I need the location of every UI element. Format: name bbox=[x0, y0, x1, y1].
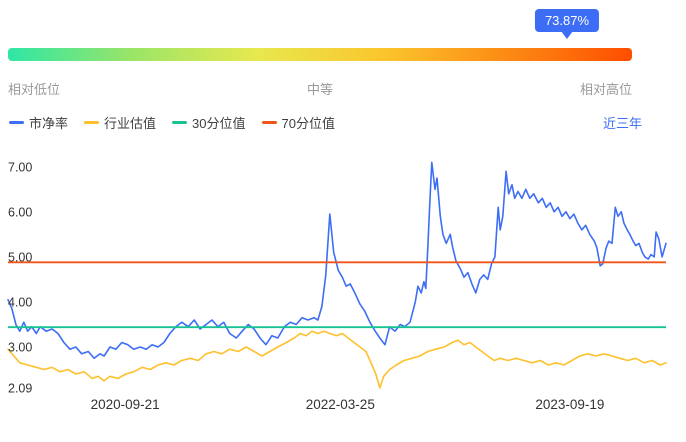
y-axis-tick-label: 5.00 bbox=[8, 250, 32, 264]
gradient-label-mid: 中等 bbox=[306, 82, 333, 97]
tooltip-pointer-icon bbox=[561, 31, 573, 39]
x-axis-tick-label: 2023-09-19 bbox=[535, 397, 604, 412]
legend-item-label: 30分位值 bbox=[192, 116, 246, 131]
y-axis-tick-label: 2.09 bbox=[8, 382, 32, 396]
y-axis-tick-label: 7.00 bbox=[8, 160, 32, 174]
chart-legend: 市净率 行业估值 30分位值 70分位值 近三年 bbox=[9, 113, 642, 132]
p70-line-swatch-icon bbox=[261, 121, 277, 124]
x-axis-tick-label: 2022-03-25 bbox=[306, 397, 375, 412]
y-axis-tick-label: 4.00 bbox=[8, 295, 32, 309]
y-axis-tick-label: 6.00 bbox=[8, 205, 32, 219]
gradient-label-low: 相对低位 bbox=[8, 82, 61, 97]
legend-item-pb[interactable]: 市净率 bbox=[9, 113, 68, 132]
industry-series-line bbox=[7, 330, 667, 389]
legend-item-label: 70分位值 bbox=[281, 116, 335, 131]
pb-series-line bbox=[7, 161, 667, 360]
legend-item-label: 行业估值 bbox=[104, 116, 157, 131]
legend-item-label: 市净率 bbox=[29, 116, 69, 131]
legend-item-p30[interactable]: 30分位值 bbox=[172, 113, 246, 132]
time-range-link[interactable]: 近三年 bbox=[602, 116, 642, 131]
x-axis-tick-label: 2020-09-21 bbox=[91, 397, 160, 412]
valuation-chart-svg: 7.00 6.00 5.00 4.00 3.00 2.09 2020-09-21 2022-0… bbox=[7, 160, 667, 412]
p30-line-swatch-icon bbox=[172, 121, 188, 124]
legend-item-p70[interactable]: 70分位值 bbox=[261, 113, 335, 132]
gradient-label-high: 相对高位 bbox=[579, 82, 632, 97]
industry-line-swatch-icon bbox=[84, 121, 100, 124]
legend-item-industry[interactable]: 行业估值 bbox=[84, 113, 156, 132]
y-axis-tick-label: 3.00 bbox=[8, 341, 32, 355]
valuation-gradient-bar bbox=[8, 48, 632, 61]
percentile-tooltip: 73.87% bbox=[534, 9, 600, 32]
pb-line-swatch-icon bbox=[9, 121, 24, 124]
gradient-labels-row: 相对低位 中等 相对高位 bbox=[8, 79, 632, 98]
